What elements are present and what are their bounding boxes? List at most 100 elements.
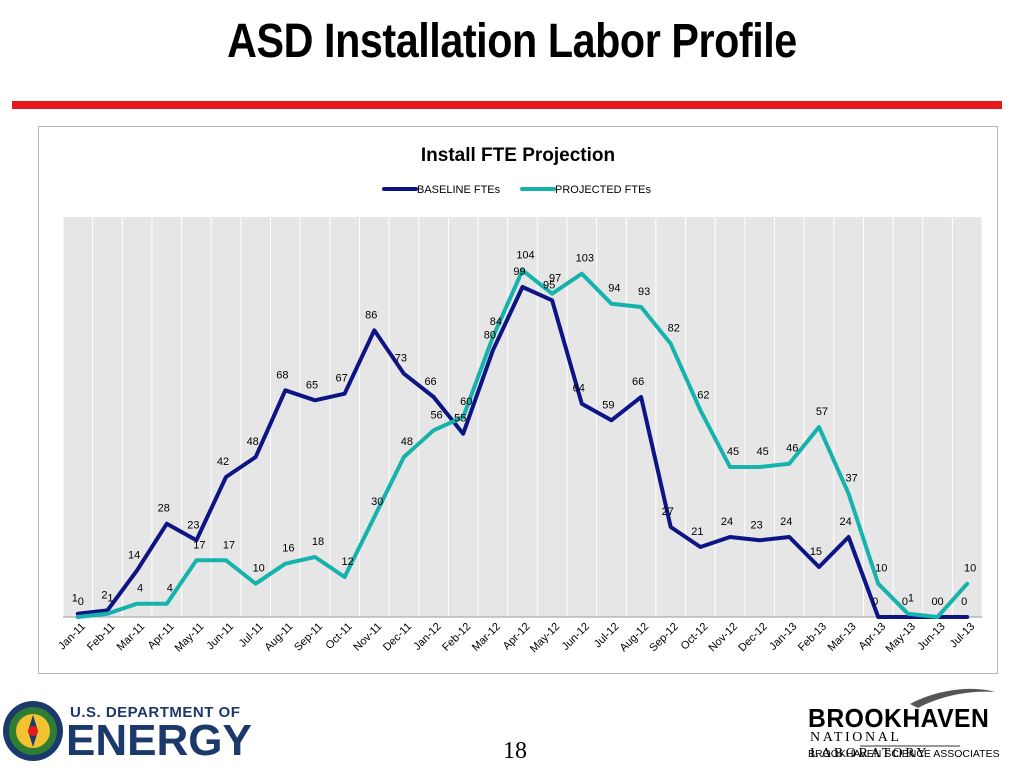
data-label: 0 [931,596,937,608]
data-label: 66 [632,376,644,388]
data-label: 17 [223,539,235,551]
x-tick-label: Mar-13 [826,621,859,654]
x-tick-label: Nov-12 [707,621,741,655]
data-label: 60 [460,396,472,408]
x-tick-label: Jan-13 [767,621,799,653]
data-label: 84 [490,316,502,328]
data-label: 65 [306,379,318,391]
x-tick-label: Jan-12 [411,621,443,653]
data-label: 48 [247,436,259,448]
x-tick-label: Sep-12 [647,621,681,655]
x-tick-label: May-11 [173,621,207,655]
plot-background [63,217,982,617]
data-label: 24 [780,516,792,528]
bnl-lab-text: NATIONAL LABORATORY [810,730,930,761]
data-label: 30 [371,496,383,508]
data-label: 23 [187,519,199,531]
data-label: 42 [217,456,229,468]
data-label: 0 [872,596,878,608]
data-label: 4 [137,583,143,595]
x-tick-label: Jun-11 [204,621,236,653]
data-label: 10 [253,563,265,575]
legend-label: PROJECTED FTEs [555,184,651,196]
data-label: 1 [908,593,914,605]
x-tick-label: Oct-11 [323,621,354,652]
data-label: 57 [816,406,828,418]
data-label: 94 [608,283,620,295]
data-label: 0 [902,596,908,608]
data-label: 67 [336,373,348,385]
data-label: 99 [513,266,525,278]
data-label: 14 [128,549,140,561]
data-label: 23 [751,519,763,531]
x-tick-label: Jun-12 [560,621,592,653]
x-tick-label: Mar-12 [470,621,503,654]
data-label: 66 [424,376,436,388]
x-tick-label: Mar-11 [115,621,148,654]
data-label: 1 [72,593,78,605]
data-label: 55 [454,413,466,425]
x-tick-label: Oct-12 [679,621,711,653]
data-label: 28 [158,503,170,515]
data-label: 10 [875,563,887,575]
data-label: 93 [638,286,650,298]
data-label: 12 [342,556,354,568]
slide-title: ASD Installation Labor Profile [227,15,797,68]
x-tick-label: May-13 [884,621,918,655]
data-label: 24 [721,516,733,528]
x-tick-label: Jul-13 [948,621,978,651]
series-line-projected [75,268,970,619]
data-label: 86 [365,309,377,321]
data-label: 17 [193,539,205,551]
data-label: 0 [78,596,84,608]
data-label: 2 [101,589,107,601]
series-line-baseline [75,285,970,619]
x-tick-label: Sep-11 [292,621,325,654]
data-label: 15 [810,546,822,558]
x-tick-label: Feb-12 [440,621,473,654]
x-tick-label: Feb-11 [85,621,118,654]
doe-seal-icon [3,701,63,761]
data-label: 16 [282,543,294,555]
data-label: 62 [697,389,709,401]
x-tick-label: Feb-13 [796,621,829,654]
data-label: 104 [516,249,534,261]
data-label: 0 [937,596,943,608]
data-label: 73 [395,353,407,365]
x-tick-label: Apr-11 [146,621,177,652]
x-tick-label: Aug-12 [618,621,652,655]
x-tick-label: Dec-12 [736,621,770,655]
x-tick-label: May-12 [528,621,562,655]
data-label: 82 [668,323,680,335]
data-label: 97 [549,273,561,285]
x-tick-label: Jan-11 [56,621,88,653]
chart-title: Install FTE Projection [421,145,615,166]
data-label: 48 [401,436,413,448]
data-label: 37 [845,473,857,485]
data-label: 59 [602,399,614,411]
data-label: 10 [964,563,976,575]
line-chart: Install FTE Projection BASELINE FTEs PROJE… [56,145,983,655]
page-number: 18 [503,738,527,764]
data-label: 0 [961,596,967,608]
data-label: 56 [430,409,442,421]
bnl-swoosh-icon [860,688,995,747]
title-divider [12,101,1002,109]
data-label: 21 [691,526,703,538]
data-label: 45 [757,446,769,458]
data-label: 103 [576,253,594,265]
data-label: 68 [276,369,288,381]
legend-label: BASELINE FTEs [417,184,501,196]
x-tick-label: Jun-13 [915,621,947,653]
x-tick-label: Nov-11 [351,621,384,654]
x-tick-label: Dec-11 [381,621,414,654]
doe-department-text: U.S. DEPARTMENT OF [70,704,241,721]
data-label: 95 [543,279,555,291]
chart-area: Install FTE Projection BASELINE FTEs PROJE… [38,126,998,674]
data-label: 4 [167,583,173,595]
data-label: 64 [573,383,585,395]
doe-energy-text: ENERGY [66,716,252,765]
data-label: 18 [312,536,324,548]
bnl-associates-text: BROOKHAVEN SCIENCE ASSOCIATES [808,748,1000,760]
bnl-name-text: BROOKHAVEN [808,703,990,733]
